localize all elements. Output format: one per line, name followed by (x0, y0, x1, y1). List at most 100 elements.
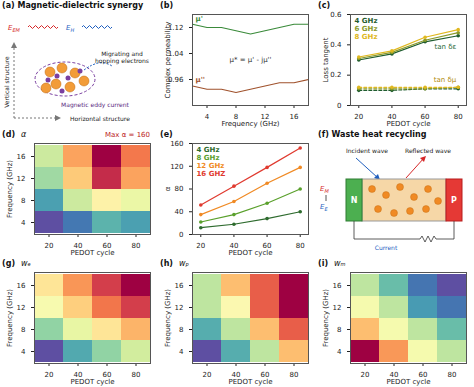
svg-text:20: 20 (196, 242, 205, 250)
svg-text:20: 20 (45, 371, 54, 379)
html-text:(d): (d) (2, 130, 15, 139)
svg-text:16 GHZ: 16 GHZ (197, 170, 226, 178)
svg-text:12 GHz: 12 GHz (197, 162, 225, 170)
svg-text:4: 4 (179, 348, 184, 356)
svg-text:PEDOT cycle: PEDOT cycle (70, 249, 114, 257)
svg-text:6 GHz: 6 GHz (355, 25, 378, 33)
svg-text:Current: Current (375, 244, 398, 251)
svg-text:EE: EE (320, 203, 328, 212)
html-text:(g): (g) (2, 259, 15, 268)
svg-text:0.6: 0.6 (330, 11, 342, 19)
svg-text:hopping electrons: hopping electrons (95, 57, 149, 65)
html-text:wₑ: wₑ (21, 259, 31, 268)
svg-text:tan δε: tan δε (434, 43, 456, 51)
svg-text:Horizontal structure: Horizontal structure (70, 115, 130, 122)
svg-text:60: 60 (420, 113, 430, 122)
html-text:(c): (c) (318, 1, 331, 10)
svg-text:EM: EM (320, 185, 329, 194)
svg-text:80: 80 (132, 242, 141, 250)
html-text:(b): (b) (160, 1, 173, 10)
svg-text:Frequency (GHz): Frequency (GHz) (164, 289, 172, 347)
svg-text:4: 4 (205, 113, 210, 121)
svg-text:8 GHz: 8 GHz (197, 154, 220, 162)
html-text:(a) Magnetic-dielectric synerg: (a) Magnetic-dielectric synergy (2, 1, 144, 10)
svg-text:PEDOT cycle: PEDOT cycle (228, 378, 272, 386)
svg-text:Magnetic eddy current: Magnetic eddy current (61, 101, 129, 109)
svg-text:α: α (164, 186, 172, 191)
svg-text:P: P (451, 196, 457, 205)
svg-text:8: 8 (21, 197, 25, 205)
svg-text:EEM: EEM (8, 24, 21, 33)
svg-text:EH: EH (66, 24, 74, 33)
svg-text:80: 80 (290, 371, 299, 379)
svg-text:160: 160 (170, 140, 183, 148)
svg-text:0.4: 0.4 (330, 41, 342, 49)
svg-text:tan δμ: tan δμ (434, 76, 457, 84)
svg-text:60: 60 (102, 242, 112, 251)
svg-text:40: 40 (387, 113, 397, 122)
svg-text:Incident wave: Incident wave (346, 147, 388, 154)
svg-text:60: 60 (262, 242, 272, 251)
svg-text:4: 4 (21, 348, 26, 356)
svg-text:8: 8 (179, 326, 183, 334)
svg-text:Frequency (GHz): Frequency (GHz) (6, 289, 14, 347)
svg-text:8: 8 (21, 326, 25, 334)
svg-text:40: 40 (229, 242, 239, 251)
svg-text:Frequency (GHz): Frequency (GHz) (6, 160, 14, 218)
svg-text:20: 20 (203, 371, 212, 379)
svg-text:Frequency (GHz): Frequency (GHz) (322, 289, 330, 347)
svg-text:40: 40 (73, 242, 83, 251)
svg-text:120: 120 (170, 162, 183, 170)
svg-text:4 GHz: 4 GHz (197, 146, 220, 154)
svg-text:40: 40 (231, 371, 241, 380)
svg-text:20: 20 (354, 113, 363, 121)
svg-text:60: 60 (102, 371, 112, 380)
svg-text:Frequency (GHz): Frequency (GHz) (221, 120, 279, 128)
svg-text:1.12: 1.12 (167, 23, 184, 32)
svg-text:8: 8 (337, 326, 341, 334)
svg-text:12: 12 (175, 304, 184, 312)
svg-text:0: 0 (179, 231, 183, 239)
svg-text:0: 0 (337, 102, 341, 110)
svg-text:40: 40 (73, 371, 83, 380)
svg-text:20: 20 (45, 242, 54, 250)
svg-text:4 GHz: 4 GHz (355, 17, 378, 25)
svg-text:μ* = μ' - jμ'': μ* = μ' - jμ'' (230, 56, 272, 64)
svg-text:80: 80 (296, 242, 305, 250)
html-text:(e): (e) (160, 130, 173, 139)
svg-text:80: 80 (175, 185, 184, 193)
svg-text:Loss tangent: Loss tangent (322, 37, 330, 82)
svg-text:12: 12 (17, 175, 26, 183)
svg-text:8 GHz: 8 GHz (355, 33, 378, 41)
svg-text:PEDOT cycle: PEDOT cycle (386, 378, 430, 386)
svg-text:80: 80 (454, 113, 463, 121)
svg-text:PEDOT cycle: PEDOT cycle (228, 249, 272, 257)
svg-text:μ'': μ'' (196, 76, 205, 84)
svg-text:N: N (351, 196, 358, 205)
svg-text:0.96: 0.96 (167, 75, 184, 84)
svg-text:1.04: 1.04 (167, 49, 184, 58)
svg-text:12: 12 (260, 113, 270, 122)
svg-text:16: 16 (17, 282, 26, 290)
svg-text:12: 12 (333, 304, 342, 312)
svg-text:0.2: 0.2 (330, 71, 341, 79)
svg-text:PEDOT cycle: PEDOT cycle (386, 120, 430, 128)
svg-text:PEDOT cycle: PEDOT cycle (70, 378, 114, 386)
svg-text:16: 16 (333, 282, 342, 290)
svg-text:Reflected wave: Reflected wave (405, 147, 451, 154)
svg-text:16: 16 (290, 113, 299, 121)
svg-text:80: 80 (448, 371, 457, 379)
svg-text:μ': μ' (196, 14, 203, 22)
svg-text:4: 4 (337, 348, 342, 356)
svg-text:Vertical structure: Vertical structure (3, 56, 10, 108)
svg-text:4: 4 (21, 219, 26, 227)
html-text:(f) Waste heat recycling: (f) Waste heat recycling (318, 130, 427, 139)
svg-text:60: 60 (260, 371, 270, 380)
svg-text:16: 16 (175, 282, 184, 290)
svg-text:40: 40 (175, 208, 184, 216)
svg-text:20: 20 (361, 371, 370, 379)
svg-text:Complex permeability: Complex permeability (164, 21, 172, 98)
svg-text:12: 12 (17, 304, 26, 312)
svg-text:16: 16 (17, 153, 26, 161)
svg-text:80: 80 (132, 371, 141, 379)
